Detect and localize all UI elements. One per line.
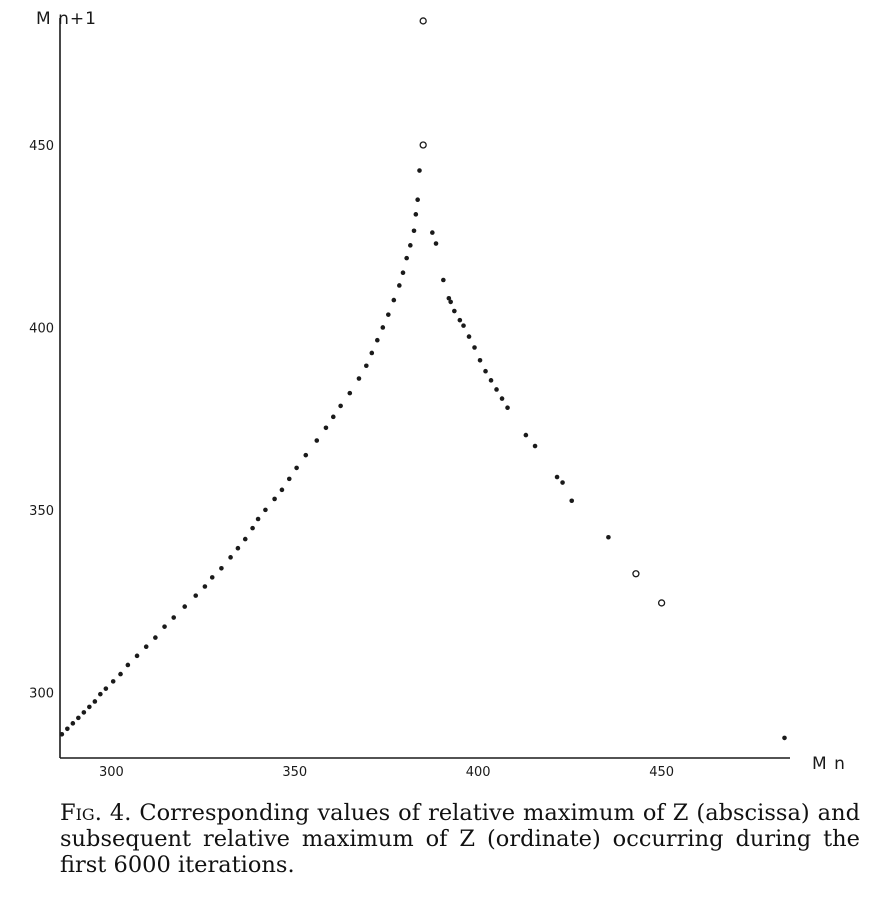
data-point xyxy=(386,312,391,317)
figure-label: Fig. 4. xyxy=(60,800,132,826)
data-point xyxy=(560,480,565,485)
data-point xyxy=(228,555,233,560)
data-point xyxy=(446,295,452,301)
open-data-point xyxy=(657,599,666,607)
data-point xyxy=(466,334,472,339)
data-point xyxy=(523,432,529,438)
data-point xyxy=(532,443,538,449)
data-point xyxy=(242,536,248,542)
data-point xyxy=(472,345,477,350)
data-point xyxy=(98,691,103,697)
y-tick-label: 350 xyxy=(29,504,54,519)
y-tick-label: 300 xyxy=(29,686,54,701)
data-point xyxy=(477,357,483,363)
data-point xyxy=(162,624,167,629)
data-point xyxy=(255,516,261,522)
data-point xyxy=(92,699,98,704)
x-tick-labels: 300 350 400 450 xyxy=(99,765,674,780)
data-point xyxy=(323,425,329,431)
open-data-point xyxy=(419,17,427,25)
data-point xyxy=(110,679,116,684)
data-point xyxy=(356,376,362,381)
y-tick-label: 400 xyxy=(29,321,54,336)
data-point xyxy=(347,390,353,396)
x-tick-label: 400 xyxy=(466,765,491,780)
data-point xyxy=(171,615,177,620)
data-point xyxy=(505,405,510,411)
open-data-point xyxy=(632,570,640,578)
data-point xyxy=(364,363,369,369)
data-point xyxy=(294,465,299,471)
data-point xyxy=(488,378,494,383)
data-point xyxy=(125,662,131,668)
x-tick-label: 350 xyxy=(282,765,307,780)
data-point xyxy=(606,534,611,540)
data-point xyxy=(143,644,149,650)
data-point xyxy=(202,584,208,589)
data-point xyxy=(250,525,255,531)
caption-text: Corresponding values of relative maximum… xyxy=(60,800,860,878)
x-tick-label: 300 xyxy=(99,765,124,780)
data-point xyxy=(494,387,499,392)
data-point xyxy=(380,325,386,330)
data-point xyxy=(193,593,199,598)
x-tick-label: 450 xyxy=(649,765,674,780)
data-point xyxy=(448,299,453,305)
data-point xyxy=(286,476,292,482)
data-point xyxy=(554,474,560,480)
data-point xyxy=(391,297,397,303)
data-point xyxy=(408,243,413,248)
data-point xyxy=(483,368,488,374)
data-point xyxy=(70,721,76,726)
data-point xyxy=(400,270,406,276)
data-point xyxy=(441,277,446,283)
data-point xyxy=(209,575,215,580)
y-tick-label: 450 xyxy=(29,139,54,154)
data-point xyxy=(404,255,409,261)
data-point xyxy=(569,498,575,504)
data-point xyxy=(452,308,457,314)
open-data-point xyxy=(419,141,427,149)
x-axis-title: M n xyxy=(812,754,846,774)
data-point xyxy=(279,487,285,493)
scatter-plot: 300 350 400 450 300 350 400 450 M n M n+1 xyxy=(29,9,846,780)
data-point xyxy=(499,396,505,401)
data-point xyxy=(87,704,92,710)
data-point xyxy=(782,735,787,741)
data-point xyxy=(81,710,87,715)
data-point xyxy=(153,635,158,640)
data-point xyxy=(413,212,419,217)
data-point xyxy=(411,228,417,234)
data-point xyxy=(263,507,268,513)
data-point xyxy=(375,337,380,343)
data-point xyxy=(65,726,70,732)
data-point xyxy=(235,545,241,551)
data-point xyxy=(457,317,463,323)
data-point xyxy=(182,604,188,609)
data-point xyxy=(430,230,435,235)
data-point xyxy=(397,283,402,288)
figure-caption: Fig. 4. Corresponding values of relative… xyxy=(60,800,860,878)
data-point xyxy=(433,241,439,246)
data-point xyxy=(338,403,343,409)
data-point xyxy=(314,438,320,443)
data-point xyxy=(415,197,420,203)
data-point xyxy=(134,653,140,659)
data-point xyxy=(369,350,375,356)
y-axis-title: M n+1 xyxy=(36,9,97,29)
data-point xyxy=(219,565,224,571)
data-point xyxy=(417,168,422,173)
data-point xyxy=(330,414,336,420)
data-points xyxy=(59,17,787,741)
data-point xyxy=(76,715,81,721)
data-point xyxy=(303,452,309,458)
data-point xyxy=(272,496,277,502)
y-tick-labels: 300 350 400 450 xyxy=(29,139,54,701)
data-point xyxy=(59,731,65,737)
data-point xyxy=(461,323,466,328)
data-point xyxy=(103,686,109,691)
data-point xyxy=(118,671,123,677)
